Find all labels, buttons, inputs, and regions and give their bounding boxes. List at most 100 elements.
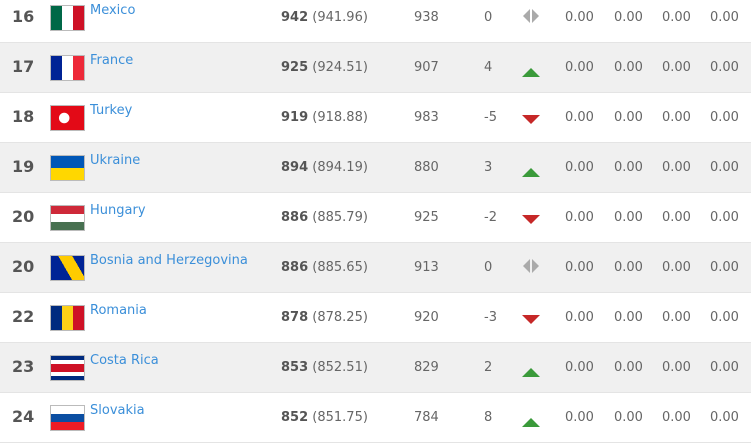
value-col-2: 0.00: [614, 60, 643, 75]
points-exact: (885.65): [312, 260, 368, 275]
table-row: 17 France 925 (924.51) 907 4 0.00 0.00 0…: [0, 43, 751, 93]
value-col-4: 0.00: [710, 360, 739, 375]
rank: 16: [12, 7, 35, 26]
previous-points: 983: [414, 110, 439, 125]
points-exact: (924.51): [312, 60, 368, 75]
rank: 24: [12, 407, 35, 426]
flag-slovakia-icon: [50, 405, 85, 431]
value-col-2: 0.00: [614, 360, 643, 375]
flag-bosnia-icon: [50, 255, 85, 281]
value-col-3: 0.00: [662, 260, 691, 275]
table-row: 19 Ukraine 894 (894.19) 880 3 0.00 0.00 …: [0, 143, 751, 193]
flag-mexico-icon: [50, 5, 85, 31]
value-col-1: 0.00: [565, 160, 594, 175]
previous-points: 784: [414, 410, 439, 425]
points-rounded: 894: [281, 160, 309, 175]
value-col-1: 0.00: [565, 210, 594, 225]
points-exact: (918.88): [312, 110, 368, 125]
flag-hungary-icon: [50, 205, 85, 231]
trend-down-icon: [522, 215, 540, 224]
value-col-1: 0.00: [565, 410, 594, 425]
value-col-4: 0.00: [710, 210, 739, 225]
previous-points: 938: [414, 10, 439, 25]
points-exact: (941.96): [312, 10, 368, 25]
trend-down-icon: [522, 315, 540, 324]
value-col-1: 0.00: [565, 360, 594, 375]
rank-change: -2: [484, 210, 497, 225]
trend-same-icon: [522, 9, 540, 23]
previous-points: 913: [414, 260, 439, 275]
rank-change: 2: [484, 360, 493, 375]
points: 878 (878.25): [281, 310, 368, 325]
rank-change: 0: [484, 260, 493, 275]
value-col-2: 0.00: [614, 260, 643, 275]
country-link[interactable]: Romania: [90, 303, 147, 318]
previous-points: 920: [414, 310, 439, 325]
points: 886 (885.79): [281, 210, 368, 225]
value-col-4: 0.00: [710, 160, 739, 175]
previous-points: 925: [414, 210, 439, 225]
table-row: 23 Costa Rica 853 (852.51) 829 2 0.00 0.…: [0, 343, 751, 393]
points-exact: (851.75): [312, 410, 368, 425]
rank-change: 4: [484, 60, 493, 75]
rank: 20: [12, 207, 35, 226]
country-link[interactable]: Ukraine: [90, 153, 141, 168]
table-row: 16 Mexico 942 (941.96) 938 0 0.00 0.00 0…: [0, 0, 751, 43]
value-col-4: 0.00: [710, 10, 739, 25]
points: 853 (852.51): [281, 360, 368, 375]
points-exact: (878.25): [312, 310, 368, 325]
flag-romania-icon: [50, 305, 85, 331]
points: 852 (851.75): [281, 410, 368, 425]
points-rounded: 852: [281, 410, 309, 425]
points-exact: (852.51): [312, 360, 368, 375]
rank: 22: [12, 307, 35, 326]
previous-points: 907: [414, 60, 439, 75]
points-exact: (885.79): [312, 210, 368, 225]
points: 925 (924.51): [281, 60, 368, 75]
table-row: 20 Hungary 886 (885.79) 925 -2 0.00 0.00…: [0, 193, 751, 243]
value-col-3: 0.00: [662, 310, 691, 325]
value-col-2: 0.00: [614, 210, 643, 225]
value-col-1: 0.00: [565, 10, 594, 25]
value-col-2: 0.00: [614, 160, 643, 175]
points-rounded: 878: [281, 310, 309, 325]
country-link[interactable]: Hungary: [90, 203, 146, 218]
value-col-4: 0.00: [710, 310, 739, 325]
rank: 23: [12, 357, 35, 376]
rank-change: -5: [484, 110, 497, 125]
value-col-2: 0.00: [614, 310, 643, 325]
country-link[interactable]: France: [90, 53, 134, 68]
value-col-1: 0.00: [565, 60, 594, 75]
trend-up-icon: [522, 68, 540, 77]
country-link[interactable]: Slovakia: [90, 403, 145, 418]
value-col-3: 0.00: [662, 160, 691, 175]
country-link[interactable]: Costa Rica: [90, 353, 159, 368]
country-link[interactable]: Mexico: [90, 3, 136, 18]
value-col-1: 0.00: [565, 110, 594, 125]
points-rounded: 886: [281, 210, 309, 225]
points-rounded: 942: [281, 10, 309, 25]
trend-same-icon: [522, 259, 540, 273]
table-row: 24 Slovakia 852 (851.75) 784 8 0.00 0.00…: [0, 393, 751, 443]
value-col-3: 0.00: [662, 360, 691, 375]
country-link[interactable]: Bosnia and Herzegovina: [90, 253, 248, 268]
flag-ukraine-icon: [50, 155, 85, 181]
trend-up-icon: [522, 168, 540, 177]
rank: 18: [12, 107, 35, 126]
value-col-2: 0.00: [614, 10, 643, 25]
points: 886 (885.65): [281, 260, 368, 275]
points: 894 (894.19): [281, 160, 368, 175]
points: 919 (918.88): [281, 110, 368, 125]
points: 942 (941.96): [281, 10, 368, 25]
value-col-2: 0.00: [614, 410, 643, 425]
flag-costa-rica-icon: [50, 355, 85, 381]
flag-turkey-icon: [50, 105, 85, 131]
table-row: 20 Bosnia and Herzegovina 886 (885.65) 9…: [0, 243, 751, 293]
country-link[interactable]: Turkey: [90, 103, 133, 118]
value-col-4: 0.00: [710, 110, 739, 125]
value-col-3: 0.00: [662, 60, 691, 75]
rank: 17: [12, 57, 35, 76]
value-col-1: 0.00: [565, 310, 594, 325]
rank: 20: [12, 257, 35, 276]
